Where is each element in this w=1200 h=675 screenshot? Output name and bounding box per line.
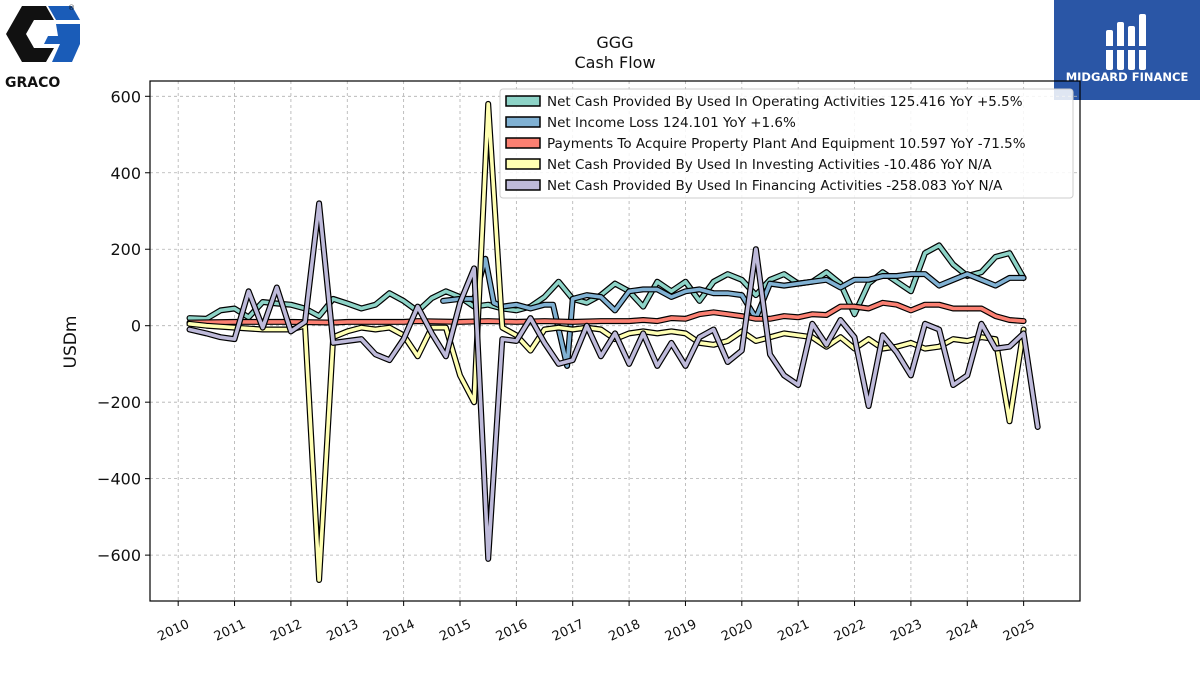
graco-logo-icon: ®	[6, 4, 80, 62]
series-lines	[186, 100, 1041, 583]
legend-swatch	[505, 116, 541, 128]
series-2	[440, 255, 1027, 369]
y-tick-label: 0	[131, 317, 141, 336]
y-axis-label: USDm	[61, 316, 81, 369]
x-tick-label: 2017	[550, 617, 586, 645]
legend-box	[499, 88, 1074, 199]
y-tick-label: 400	[110, 164, 141, 183]
chart-title: GGG	[596, 33, 633, 52]
series-line	[441, 257, 1026, 368]
x-tick-label: 2021	[776, 617, 812, 645]
x-tick-label: 2013	[325, 617, 361, 645]
x-tick-label: 2016	[494, 617, 530, 645]
x-tick-label: 2012	[268, 617, 304, 645]
x-tick-label: 2010	[156, 617, 192, 645]
y-tick-label: 200	[110, 240, 141, 259]
legend-label: Net Cash Provided By Used In Operating A…	[547, 94, 1023, 110]
svg-text:®: ®	[68, 4, 75, 12]
legend-label: Net Cash Provided By Used In Investing A…	[547, 157, 992, 173]
legend-swatch	[505, 179, 541, 191]
legend-swatch	[505, 95, 541, 107]
x-tick-label: 2024	[945, 617, 981, 645]
legend-label: Payments To Acquire Property Plant And E…	[547, 136, 1026, 152]
y-tick-label: 600	[110, 87, 141, 106]
legend-swatch	[505, 137, 541, 149]
legend: Net Cash Provided By Used In Operating A…	[499, 88, 1074, 199]
x-tick-label: 2023	[888, 617, 924, 645]
y-tick-label: −400	[97, 470, 141, 489]
legend-label: Net Income Loss 124.101 YoY +1.6%	[547, 115, 796, 131]
series-5	[186, 200, 1041, 562]
series-line	[187, 201, 1040, 561]
x-tick-label: 2014	[381, 617, 417, 645]
legend-swatch	[505, 158, 541, 170]
legend-label: Net Cash Provided By Used In Financing A…	[547, 178, 1003, 194]
x-tick-label: 2011	[212, 617, 248, 645]
x-tick-label: 2020	[719, 617, 755, 645]
x-tick-label: 2025	[1001, 617, 1037, 645]
x-tick-label: 2018	[606, 617, 642, 645]
left-logo-text: GRACO	[5, 75, 60, 91]
y-tick-label: −200	[97, 393, 141, 412]
chart-subtitle: Cash Flow	[574, 53, 655, 72]
midgard-logo: MIDGARD FINANCE	[1054, 0, 1200, 100]
midgard-emblem-icon	[1104, 14, 1148, 70]
plot-frame	[149, 80, 1081, 602]
y-tick-label: −600	[97, 546, 141, 565]
x-tick-label: 2019	[663, 617, 699, 645]
x-tick-label: 2015	[437, 617, 473, 645]
right-logo-text: MIDGARD FINANCE	[1066, 70, 1189, 84]
x-tick-label: 2022	[832, 617, 868, 645]
